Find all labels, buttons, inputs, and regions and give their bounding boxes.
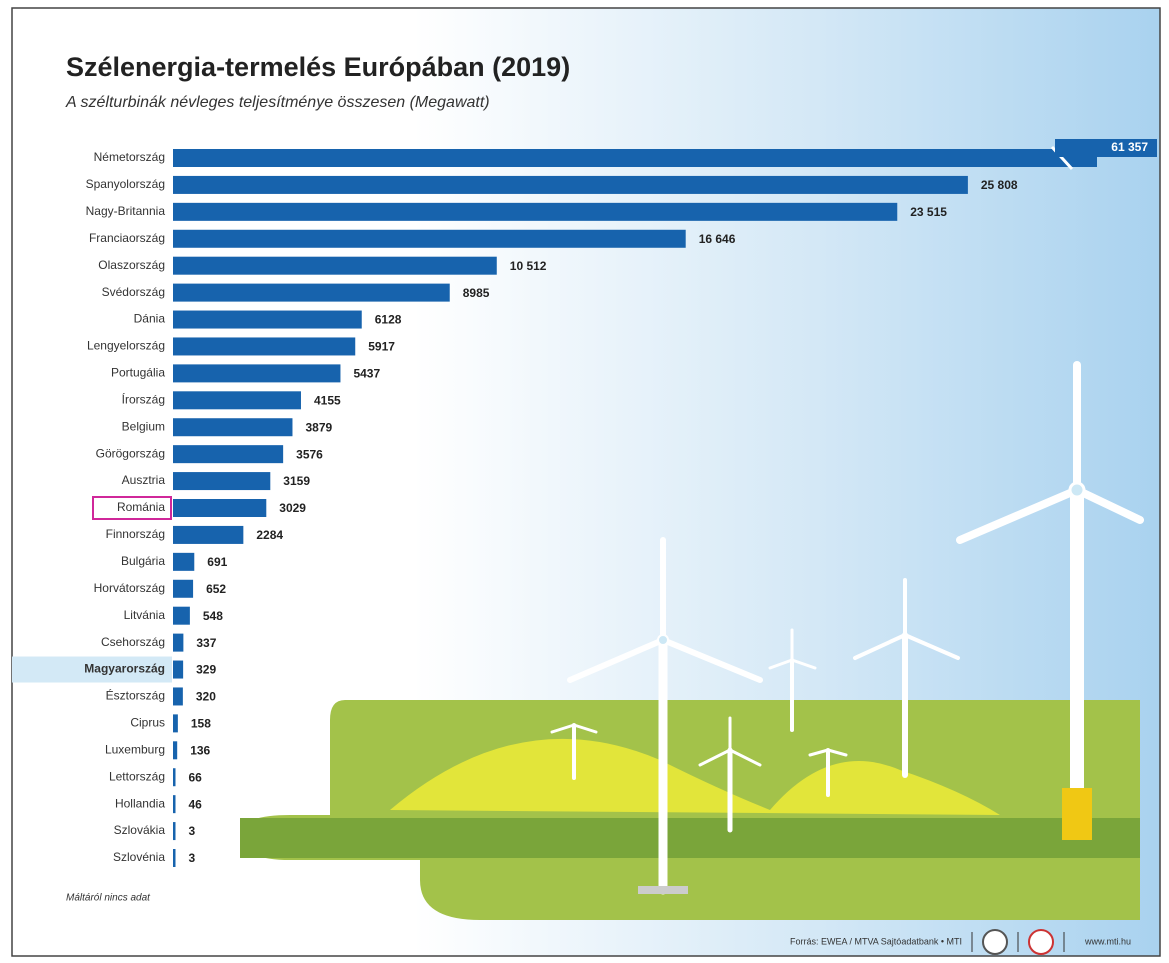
value-label: 5437 [353, 367, 380, 381]
category-label: Nagy-Britannia [86, 204, 166, 218]
bar [173, 768, 176, 786]
category-label: Magyarország [84, 662, 165, 676]
bar [173, 499, 266, 517]
value-label: 3576 [296, 447, 323, 461]
value-label: 10 512 [510, 259, 547, 273]
bar [173, 687, 183, 705]
category-label: Írország [122, 391, 165, 406]
bar [173, 391, 301, 409]
category-label: Luxemburg [105, 742, 165, 756]
category-label: Ausztria [122, 473, 166, 487]
bar [173, 203, 897, 221]
value-label: 548 [203, 609, 223, 623]
bar [173, 364, 340, 382]
category-label: Lengyelország [87, 339, 165, 353]
category-label: Németország [94, 150, 165, 164]
category-label: Finnország [106, 527, 165, 541]
category-label: Svédország [102, 285, 165, 299]
value-label: 652 [206, 582, 226, 596]
bar [173, 741, 177, 759]
value-label: 5917 [368, 340, 395, 354]
value-label: 66 [189, 770, 203, 784]
bar [173, 553, 194, 571]
category-label: Belgium [122, 419, 165, 433]
bar [173, 337, 355, 355]
category-label: Olaszország [98, 258, 165, 272]
value-label: 329 [196, 663, 216, 677]
website: www.mti.hu [1084, 936, 1131, 946]
bar [173, 176, 968, 194]
value-label: 3 [189, 824, 196, 838]
value-label: 320 [196, 690, 216, 704]
value-label: 46 [189, 797, 203, 811]
bar [173, 526, 243, 544]
bar [173, 472, 270, 490]
value-label: 8985 [463, 286, 490, 300]
note: Máltáról nincs adat [66, 893, 151, 904]
category-label: Észtország [106, 688, 165, 703]
chart-title: Szélenergia-termelés Európában (2019) [66, 52, 570, 82]
chart-subtitle: A szélturbinák névleges teljesítménye ös… [65, 94, 490, 111]
bar [173, 714, 178, 732]
value-label: 158 [191, 717, 211, 731]
bar [173, 661, 183, 679]
source: Forrás: EWEA / MTVA Sajtóadatbank • MTI [790, 936, 962, 946]
category-label: Bulgária [121, 554, 165, 568]
bar [173, 284, 450, 302]
value-label: 3029 [279, 501, 306, 515]
value-label: 23 515 [910, 205, 947, 219]
chart: Szélenergia-termelés Európában (2019) A … [0, 0, 1169, 963]
bar [173, 795, 176, 813]
value-label: 337 [196, 636, 216, 650]
category-label: Csehország [101, 635, 165, 649]
value-label: 3 [189, 851, 196, 865]
bar [173, 257, 497, 275]
value-label: 3879 [305, 420, 332, 434]
category-label: Lettország [109, 769, 165, 783]
value-label: 691 [207, 555, 227, 569]
bar [173, 849, 176, 867]
category-label: Ciprus [130, 716, 165, 730]
bar [173, 149, 1169, 167]
logos [972, 930, 1064, 954]
bar [173, 230, 686, 248]
category-label: Szlovákia [114, 823, 166, 837]
category-label: Szlovénia [113, 850, 165, 864]
bar [173, 822, 176, 840]
category-label: Horvátország [94, 581, 165, 595]
value-label: 3159 [283, 474, 310, 488]
value-label: 136 [190, 743, 210, 757]
bar [173, 580, 193, 598]
category-label: Litvánia [124, 608, 166, 622]
value-label: 6128 [375, 313, 402, 327]
category-label: Görögország [96, 446, 165, 460]
value-label: 2284 [256, 528, 283, 542]
value-label: 25 808 [981, 178, 1018, 192]
category-label: Románia [117, 500, 165, 514]
bar [173, 634, 183, 652]
bar [173, 445, 283, 463]
bar [173, 311, 362, 329]
value-label: 61 357 [1111, 140, 1148, 154]
category-label: Franciaország [89, 231, 165, 245]
category-label: Portugália [111, 366, 165, 380]
category-label: Hollandia [115, 796, 165, 810]
category-label: Spanyolország [86, 177, 165, 191]
bar [173, 418, 292, 436]
bar [173, 607, 190, 625]
category-label: Dánia [134, 312, 166, 326]
value-label: 4155 [314, 393, 341, 407]
value-label: 16 646 [699, 232, 736, 246]
